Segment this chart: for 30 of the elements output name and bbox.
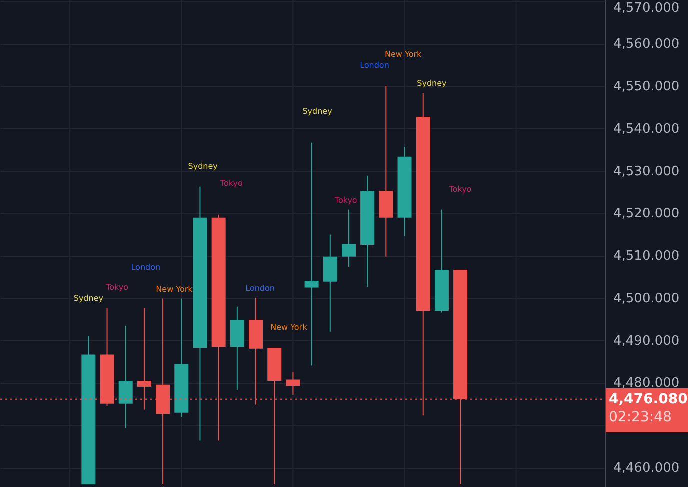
- annotation: New York: [270, 322, 308, 332]
- annotation: Tokyo: [448, 184, 472, 194]
- candlestick: [342, 209, 356, 268]
- y-tick-label: 4,460.000: [614, 461, 680, 476]
- text: 02:23:48: [609, 409, 672, 426]
- annotation: New York: [385, 50, 422, 60]
- annotation: London: [131, 262, 161, 272]
- annotation: Sydney: [417, 79, 448, 88]
- y-tick-label: 4,510.000: [614, 249, 680, 264]
- annotation: Tokyo: [334, 196, 358, 205]
- annotation: New York: [156, 284, 194, 294]
- y-tick-label: 4,530.000: [614, 164, 680, 180]
- annotation: London: [246, 284, 275, 293]
- y-tick-label: 4,550.000: [614, 80, 680, 95]
- y-tick-label: 4,490.000: [614, 334, 680, 349]
- annotation: Tokyo: [220, 178, 243, 188]
- y-tick-label: 4,560.000: [614, 37, 680, 52]
- candlestick: [286, 372, 300, 396]
- y-tick-label: 4,480.000: [614, 376, 680, 392]
- y-tick-label: 4,540.000: [614, 122, 680, 137]
- y-tick-label: 4,570.000: [614, 0, 680, 16]
- ref-line-label: 4,476.080: [609, 391, 688, 408]
- annotation: Sydney: [74, 294, 104, 304]
- annotation: Sydney: [188, 162, 218, 171]
- y-tick-label: 4,520.000: [614, 206, 680, 222]
- y-tick-label: 4,500.000: [614, 291, 680, 306]
- annotation: Sydney: [302, 106, 333, 116]
- candlestick: [118, 325, 133, 429]
- annotation: Tokyo: [105, 283, 129, 292]
- annotation: London: [360, 61, 390, 70]
